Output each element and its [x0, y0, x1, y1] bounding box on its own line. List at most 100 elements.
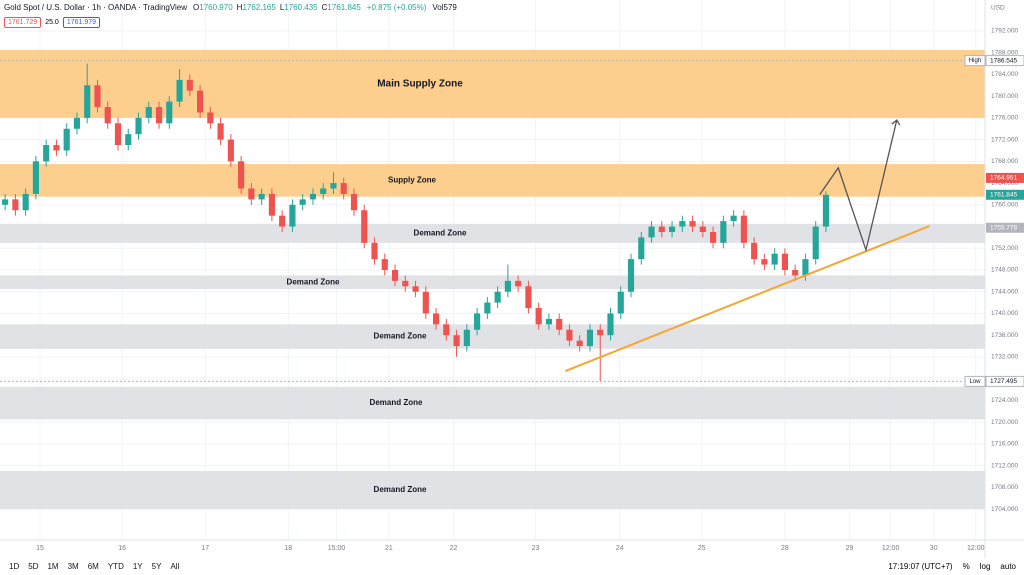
candle-body — [299, 199, 306, 205]
candle-body — [689, 221, 696, 227]
range-button[interactable]: 1M — [47, 562, 59, 571]
candle-body — [607, 313, 614, 336]
buy-button[interactable]: 1761.979 — [62, 17, 101, 28]
candle-body — [350, 193, 358, 211]
range-button[interactable]: 5Y — [151, 562, 162, 571]
range-button[interactable]: 1D — [9, 562, 20, 571]
range-button[interactable]: 1Y — [132, 562, 143, 571]
candle-body — [751, 242, 758, 260]
candle-body — [781, 253, 788, 270]
x-tick-label: 21 — [385, 545, 393, 552]
y-tick-label: 1772.000 — [991, 136, 1018, 143]
zone-label: Demand Zone — [374, 332, 427, 341]
candle-body — [73, 117, 81, 129]
zone — [0, 49, 985, 118]
y-tick-label: 1764.000 — [991, 180, 1018, 187]
range-button[interactable]: 3M — [67, 562, 79, 571]
y-tick-label: 1740.000 — [991, 310, 1018, 317]
symbol: Gold Spot / U.S. Dollar · 1h · OANDA · T… — [4, 3, 188, 12]
candle-body — [381, 259, 388, 270]
spread: 25.0 — [45, 19, 59, 26]
candle-body — [802, 259, 809, 276]
candle-body — [43, 145, 50, 162]
range-button[interactable]: 6M — [87, 562, 99, 571]
candle-body — [166, 101, 173, 124]
candle-body — [12, 199, 19, 211]
x-tick-label: 15 — [36, 545, 44, 552]
price-label: 1764.951 — [990, 175, 1017, 182]
x-tick-label: 12:00 — [882, 545, 900, 552]
range-button[interactable]: All — [170, 562, 180, 571]
candle-body — [432, 313, 440, 325]
price-box — [986, 189, 1024, 200]
candle-body — [371, 242, 378, 260]
candle-body — [63, 128, 70, 151]
candle-body — [258, 193, 265, 200]
candle-body — [515, 280, 522, 287]
scale-option[interactable]: log — [979, 562, 991, 571]
candle-body — [668, 226, 676, 232]
candle-body — [22, 193, 29, 211]
x-tick-label: 17 — [201, 545, 209, 552]
range-button[interactable]: 5D — [28, 562, 39, 571]
candle-body — [309, 193, 317, 200]
zone-label: Demand Zone — [287, 277, 340, 286]
projection-path — [819, 119, 898, 253]
y-tick-label: 1704.000 — [991, 506, 1018, 513]
zone — [0, 386, 985, 420]
candle-body — [104, 107, 111, 124]
candle-body — [340, 183, 347, 194]
sell-button[interactable]: 1761.729 — [4, 17, 42, 28]
y-tick-label: 1724.000 — [991, 397, 1018, 404]
currency: USD — [991, 5, 1005, 12]
scale-option[interactable]: auto — [1000, 562, 1016, 571]
candle-body — [648, 226, 655, 238]
candle-body — [186, 79, 193, 91]
candle-body — [443, 324, 450, 336]
candle-body — [638, 237, 645, 260]
price-label: 1761.845 — [990, 192, 1017, 199]
candle-body — [494, 291, 501, 303]
x-tick-label: 24 — [616, 545, 624, 552]
candle-body — [320, 188, 327, 194]
x-tick-label: 18 — [284, 545, 292, 552]
candle-body — [545, 318, 553, 325]
candle-body — [238, 161, 245, 189]
candle-body — [422, 291, 429, 314]
y-tick-label: 1792.000 — [991, 28, 1018, 35]
candle-body — [361, 210, 368, 243]
y-tick-label: 1736.000 — [991, 332, 1018, 339]
candle-body — [484, 302, 491, 314]
y-tick-label: 1752.000 — [991, 245, 1018, 252]
ohlc-value: 1761.845 — [327, 3, 361, 12]
candle-body — [135, 117, 142, 135]
trendline — [564, 225, 930, 372]
tag-box — [964, 55, 986, 67]
candle-body — [566, 329, 573, 341]
candle-body — [658, 226, 665, 232]
zone — [0, 275, 985, 290]
ohlc-value: 1760.435 — [284, 3, 318, 12]
price-label: 1755.778 — [990, 224, 1017, 231]
ohlc-value: 1760.970 — [199, 3, 233, 12]
range-button[interactable]: YTD — [107, 562, 124, 571]
zone — [0, 164, 985, 197]
scale-option[interactable]: % — [962, 562, 970, 571]
arrow-head — [891, 119, 901, 126]
candle-body — [217, 123, 224, 140]
candle-body — [53, 145, 60, 151]
y-tick-label: 1708.000 — [991, 484, 1018, 491]
candle-body — [114, 123, 122, 146]
y-tick-label: 1780.000 — [991, 93, 1018, 100]
volume: Vol579 — [432, 3, 457, 12]
ohlc-value: 1762.165 — [242, 3, 276, 12]
y-tick-label: 1788.000 — [991, 49, 1018, 56]
trade-buttons: 1761.729 25.0 1761.979 — [4, 17, 101, 28]
y-tick-label: 1768.000 — [991, 158, 1018, 165]
candle-body — [289, 204, 296, 227]
zone-label: Demand Zone — [370, 398, 423, 407]
candle-body — [504, 280, 511, 292]
price-box — [986, 172, 1024, 183]
y-tick-label: 1716.000 — [991, 441, 1018, 448]
chart: 1704.000 1708.000 1712.000 1716.000 1720.000… — [0, 0, 1024, 558]
